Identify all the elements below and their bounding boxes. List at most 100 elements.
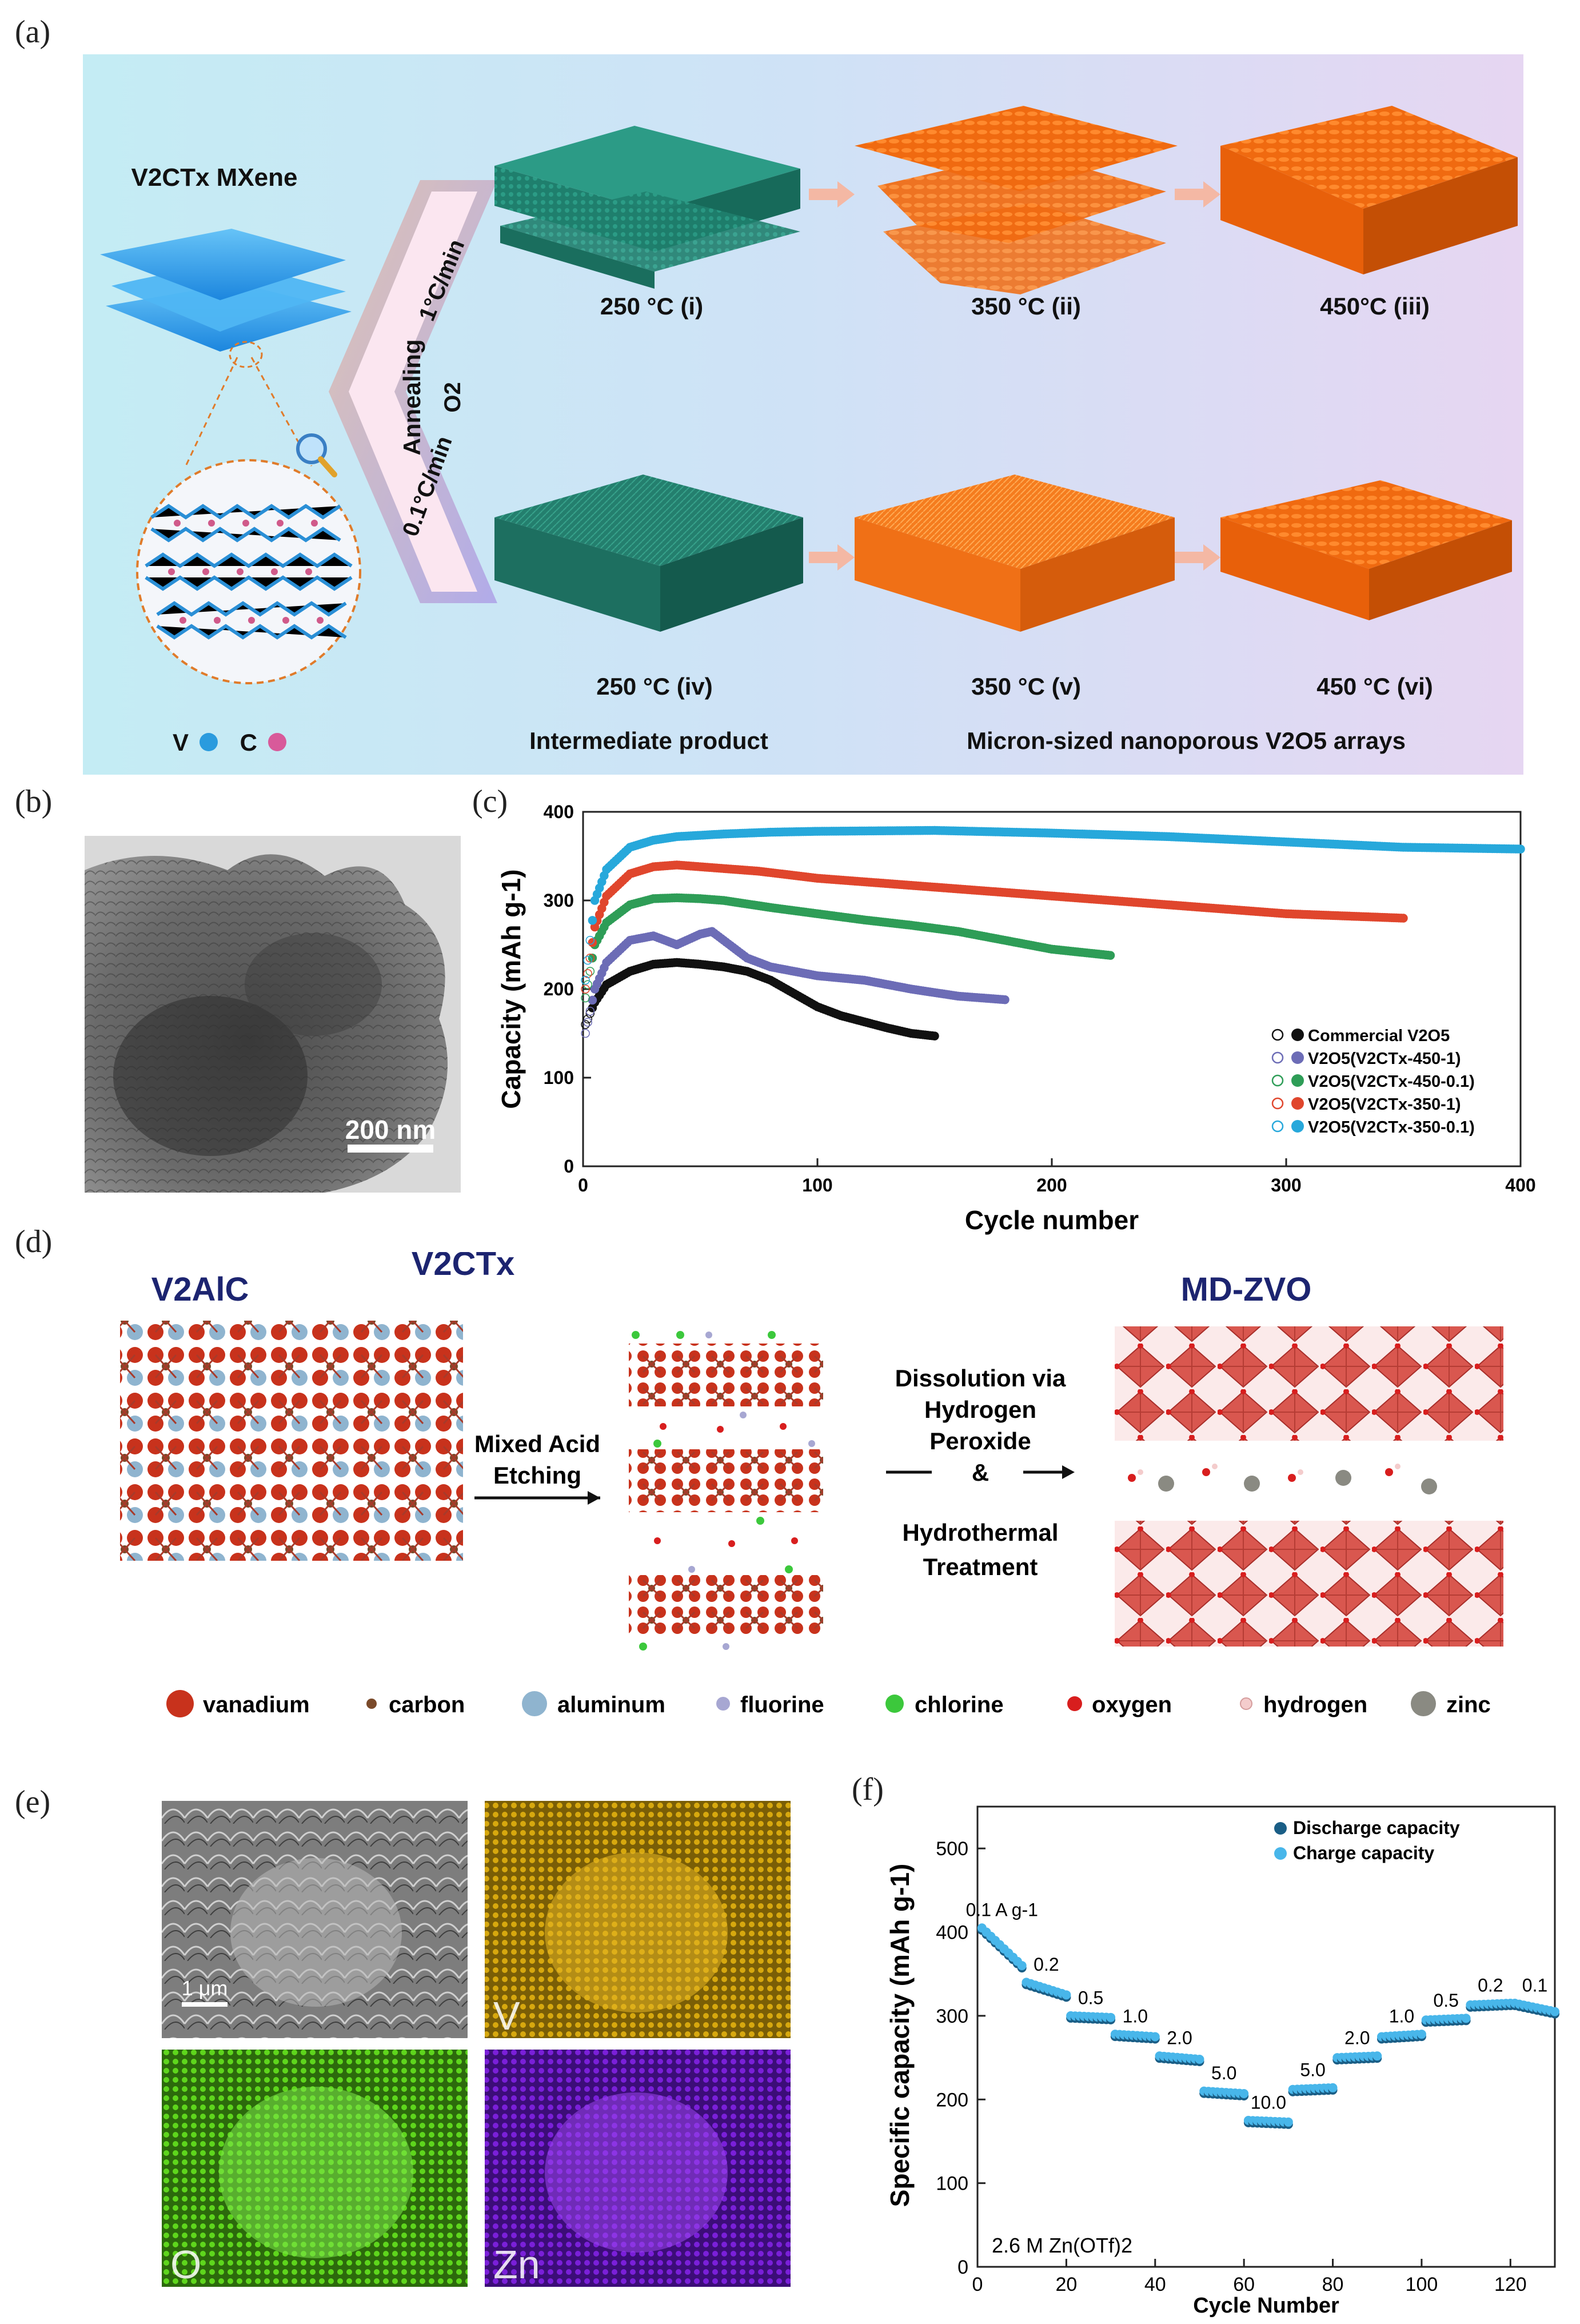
chart-f-segment-2 [1022,1978,1071,2002]
chart-f-segment-9 [1332,2051,1382,2065]
chart-f-frame [976,1805,1556,2268]
chart-c-legend-filled-marker [1291,1029,1304,1041]
sample-i-image [494,126,800,289]
mxene-crystal-zoom [136,459,361,684]
chart-c-point [581,975,590,985]
arrow-hydrothermal-icon [1062,1465,1075,1479]
step2-line5: Hydrothermal [902,1519,1058,1546]
panel-b-tem-image: 200 nm [85,836,461,1193]
chart-f-legend-label: Discharge capacity [1293,1817,1460,1838]
legend-vanadium-marker [166,1690,194,1717]
tem-scale-label: 200 nm [345,1115,436,1145]
chart-c-point [930,1031,939,1041]
v2alc-structure [120,1321,463,1561]
chart-f-charge-point [1417,2030,1426,2039]
chart-f-rate-label: 2.0 [1344,2028,1370,2048]
chart-f-rate-label: 1.0 [1389,2006,1414,2027]
chart-f-segment-5 [1155,2051,1204,2067]
annealing-chevron [329,180,497,603]
chart-f-ytick-label: 200 [936,2089,968,2111]
sample-iv-image [494,475,803,632]
chart-f-charge-point [1372,2051,1382,2061]
chart-c-legend-open-marker [1271,1074,1284,1087]
chart-c-point [583,955,592,965]
caption-intermediate: Intermediate product [529,727,768,754]
mdzvo-structure [1115,1326,1503,1647]
chart-c-point [583,980,592,989]
chart-f-charge-point [1461,2014,1471,2023]
panel-label-b: (b) [15,784,53,819]
chart-c-point [585,954,595,963]
chart-c-legend-filled-marker [1291,1097,1304,1110]
arrow-etching-icon [588,1491,600,1505]
chart-f-ytick-label: 400 [936,1922,968,1944]
arrow-ii-iii-icon [1175,181,1220,208]
panel-label-d: (d) [15,1224,53,1259]
panel-c-chart: 0 100 200 300 400 0 100 200 300 400 Cycle number … [492,795,1538,1252]
arrow-iv-v-icon [809,544,855,571]
chart-f-segment-7 [1243,2115,1293,2129]
chart-f-rate-label: 2.0 [1167,2028,1192,2048]
legend-fluorine-marker [716,1697,730,1711]
eds-label-o: O [170,2242,201,2287]
chart-f-ytick-label: 500 [936,1838,968,1860]
chart-f-xtick-label: 120 [1494,2274,1527,2295]
tem-scale-bar [348,1145,433,1153]
legend-hydrogen-marker [1240,1697,1252,1710]
panel-label-e: (e) [15,1784,51,1820]
step1-line2: Etching [493,1462,581,1489]
chart-c-ytick-label: 200 [544,979,574,999]
magnifier-icon [296,433,337,477]
legend-hydrogen: hydrogen [1263,1692,1367,1717]
chart-c-xtick-label: 400 [1505,1175,1535,1195]
chart-f-rate-label: 0.1 [1522,1975,1547,1995]
caption-arrays: Micron-sized nanoporous V2O5 arrays [967,727,1406,754]
chart-c-series-2 [581,927,1010,1038]
legend-vanadium: vanadium [203,1692,310,1717]
chart-c-point [588,916,597,925]
chart-f-rate-label: 1.0 [1123,2006,1148,2027]
step2-line1: Dissolution via [895,1365,1066,1392]
legend-aluminum: aluminum [557,1692,665,1717]
oxygen-label: O2 [440,382,465,412]
label-350-ii: 350 °C (ii) [971,293,1081,320]
chart-f-segment-3 [1066,2011,1116,2024]
chart-f-segment-1 [977,1923,1027,1973]
chart-c-point [581,1029,590,1038]
panel-label-c: (c) [472,784,508,819]
title-v2ctx: V2CTx [412,1252,515,1282]
step2-line2: Hydrogen [924,1396,1036,1423]
legend-chlorine: chlorine [915,1692,1004,1717]
chart-f-ytick-label: 300 [936,2006,968,2027]
chart-f-charge-point [1239,2089,1249,2099]
sem-scale-label: 1 μm [182,1976,228,2000]
chart-c-point [583,1018,592,1027]
chart-c-point [581,1020,590,1029]
panel-d-legend: vanadium carbon aluminum fluorine chlori… [166,1690,1491,1717]
mxene-sheets [100,229,352,352]
legend-carbon: carbon [389,1692,465,1717]
chart-f-segment-11 [1421,2014,1471,2027]
sem-scale-bar [182,2002,228,2007]
panel-d-schematic: V2AlC V2CTx MD-ZVO Mixed Acid Etching Di… [86,1245,1526,1744]
step1-line1: Mixed Acid [474,1430,600,1457]
mxene-title: V2CTx MXene [131,164,298,192]
chart-c-point [581,984,590,994]
chart-c-ytick-label: 400 [544,802,574,822]
legend-v-label: V [173,729,189,756]
legend-oxygen: oxygen [1092,1692,1172,1717]
chart-c-legend-open-marker [1271,1097,1284,1110]
chart-f-rate-label: 5.0 [1300,2059,1325,2080]
chart-f-xtick-label: 0 [972,2274,983,2295]
chart-f-charge-point [1106,2012,1116,2022]
chart-c-xlabel: Cycle number [965,1205,1139,1235]
label-250-iv: 250 °C (iv) [596,673,713,700]
chart-c-xtick-label: 100 [802,1175,832,1195]
step2-line6: Treatment [923,1553,1038,1580]
legend-c-atom [268,733,286,751]
chart-c-point [1000,995,1010,1004]
legend-carbon-marker [366,1699,377,1709]
label-450-vi: 450 °C (vi) [1316,673,1433,700]
chart-c-point [585,1007,595,1016]
